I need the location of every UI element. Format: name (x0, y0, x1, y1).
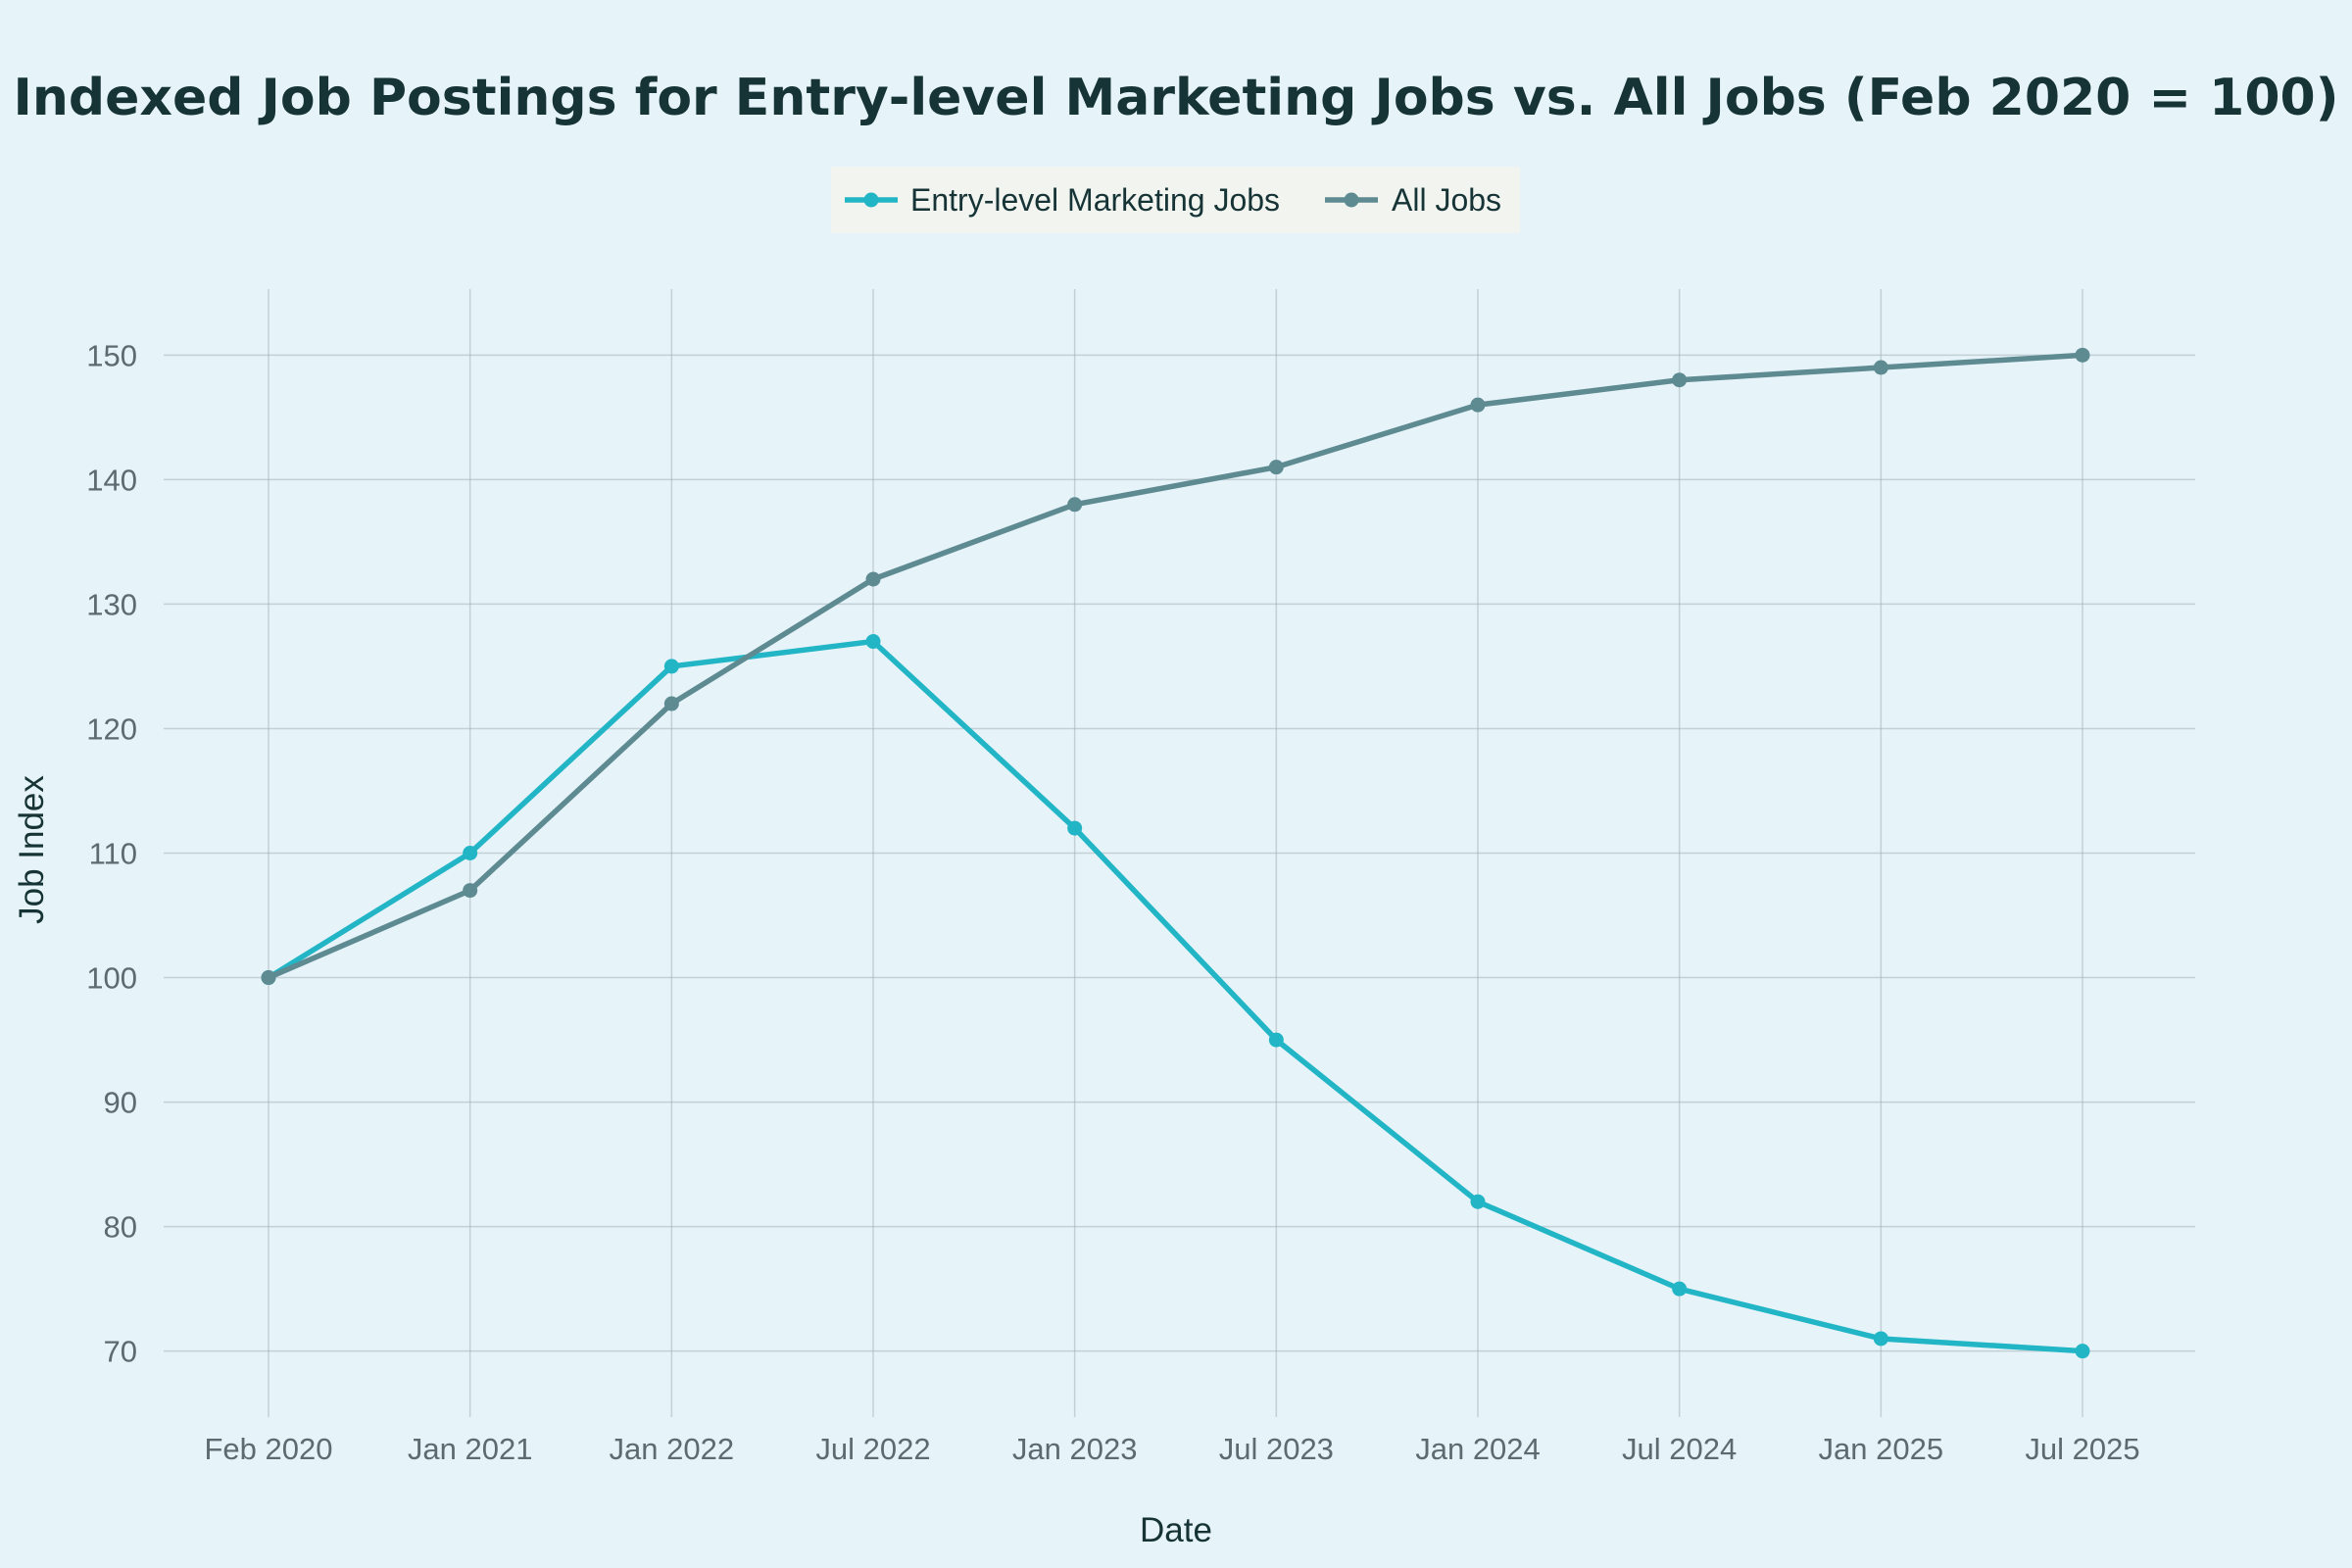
data-point[interactable] (261, 970, 276, 986)
legend-swatch-marker (863, 192, 879, 208)
data-point[interactable] (1873, 1331, 1888, 1347)
series-all-jobs (261, 347, 2090, 986)
data-point[interactable] (1873, 360, 1888, 375)
series-layer (261, 347, 2090, 1359)
legend-item[interactable]: All Jobs (1325, 182, 1501, 218)
data-point[interactable] (663, 696, 679, 711)
x-tick-label: Feb 2020 (205, 1432, 333, 1466)
y-tick-label: 100 (86, 961, 137, 996)
series-entry-level-marketing (261, 634, 2090, 1359)
grid (164, 289, 2195, 1417)
data-point[interactable] (463, 883, 478, 899)
y-tick-label: 70 (104, 1335, 137, 1369)
data-point[interactable] (865, 634, 881, 650)
data-point[interactable] (1470, 1194, 1486, 1209)
data-point[interactable] (1268, 1032, 1284, 1048)
x-axis-ticks: Feb 2020 Jan 2021 Jan 2022 Jul 2022 Jan 2023… (205, 1432, 2140, 1466)
data-point[interactable] (1067, 820, 1083, 836)
data-point[interactable] (663, 659, 679, 674)
data-point[interactable] (1067, 497, 1083, 513)
x-tick-label: Jan 2022 (610, 1432, 735, 1466)
x-tick-label: Jan 2023 (1012, 1432, 1138, 1466)
legend-label: All Jobs (1392, 182, 1501, 218)
x-tick-label: Jul 2022 (815, 1432, 930, 1466)
data-point[interactable] (865, 571, 881, 587)
y-tick-label: 150 (86, 338, 137, 372)
data-point[interactable] (463, 846, 478, 860)
data-point[interactable] (2075, 347, 2090, 363)
x-tick-label: Jul 2024 (1622, 1432, 1737, 1466)
legend-swatch-marker (1344, 192, 1359, 208)
data-point[interactable] (1672, 1281, 1688, 1297)
chart-title: Indexed Job Postings for Entry-level Mar… (14, 69, 2339, 127)
y-axis-title: Job Index (13, 775, 51, 924)
y-tick-label: 130 (86, 587, 137, 621)
legend[interactable]: Entry-level Marketing Jobs All Jobs (831, 167, 1520, 233)
x-axis-title: Date (1140, 1511, 1212, 1549)
y-tick-label: 110 (89, 837, 137, 871)
x-tick-label: Jul 2025 (2025, 1432, 2139, 1466)
x-tick-label: Jan 2024 (1415, 1432, 1541, 1466)
data-point[interactable] (1672, 372, 1688, 388)
legend-label: Entry-level Marketing Jobs (910, 182, 1280, 218)
legend-item[interactable]: Entry-level Marketing Jobs (845, 182, 1280, 218)
series-line (266, 638, 2085, 1354)
y-axis-ticks: 70 80 90 100 110 120 130 140 150 (86, 338, 137, 1368)
x-tick-label: Jan 2025 (1819, 1432, 1944, 1466)
y-tick-label: 80 (104, 1210, 137, 1245)
x-tick-label: Jan 2021 (408, 1432, 533, 1466)
y-tick-label: 90 (104, 1086, 137, 1120)
y-tick-label: 120 (86, 711, 137, 746)
data-point[interactable] (2075, 1344, 2090, 1359)
y-tick-label: 140 (86, 463, 137, 497)
data-point[interactable] (1268, 460, 1284, 475)
legend-background (831, 167, 1520, 233)
x-tick-label: Jul 2023 (1219, 1432, 1334, 1466)
data-point[interactable] (1470, 397, 1486, 413)
series-line (266, 352, 2085, 981)
